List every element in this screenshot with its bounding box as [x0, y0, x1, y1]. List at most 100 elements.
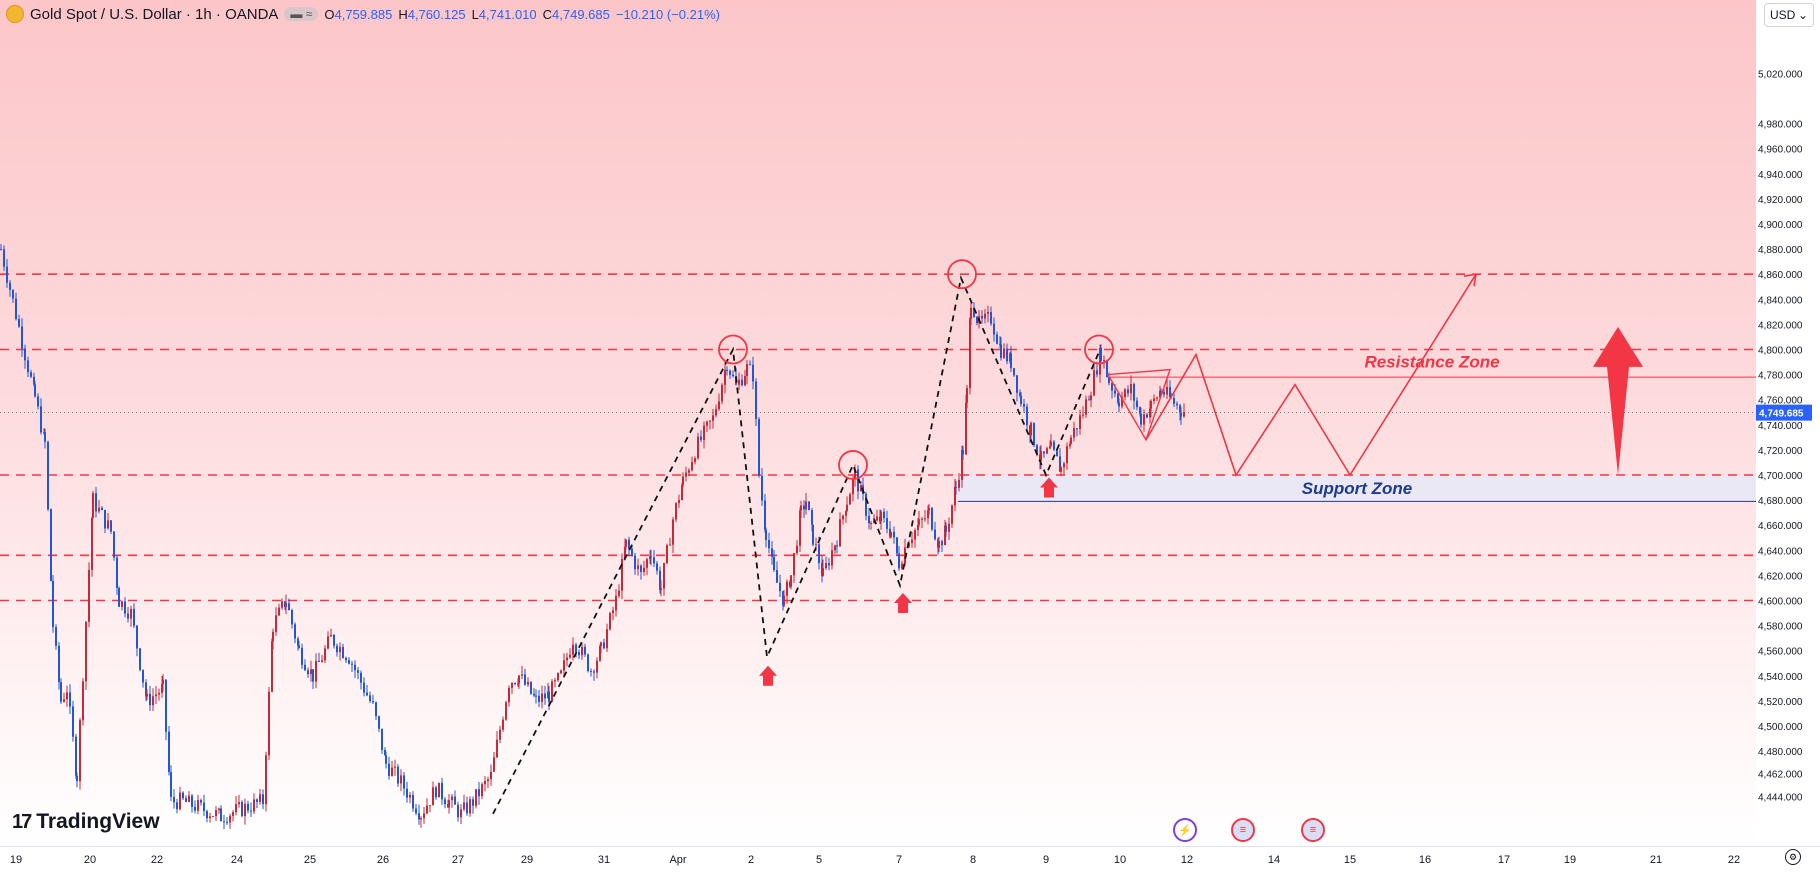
candle-body: [226, 821, 228, 823]
candle-body: [378, 716, 380, 729]
candle-body: [1050, 441, 1052, 447]
time-tick-label: 8: [970, 854, 976, 866]
price-tick-label: 4,840.000: [1758, 295, 1803, 306]
candle-body: [834, 545, 836, 551]
currency-select[interactable]: USD ⌄: [1764, 3, 1814, 27]
ohlc-values: O4,759.885 H4,760.125 L4,741.010 C4,749.…: [324, 6, 720, 22]
candle-body: [1070, 437, 1072, 444]
candle-body: [1063, 463, 1065, 468]
candle-body: [394, 766, 396, 768]
candle-body: [142, 669, 144, 683]
candle-body: [966, 388, 968, 403]
candle-body: [548, 691, 550, 702]
candle-body: [796, 545, 798, 554]
candle-body: [1173, 397, 1175, 404]
candle-body: [724, 369, 726, 385]
chart-area[interactable]: Resistance Zone Support Zone: [0, 0, 1756, 846]
big-up-arrow: [1593, 326, 1643, 475]
candle-body: [118, 587, 120, 607]
price-tick-label: 4,800.000: [1758, 346, 1803, 357]
candle-body: [415, 808, 417, 814]
candle-body: [37, 396, 39, 407]
time-axis[interactable]: 19 20 22 24 25 26 27 29 31 Apr 2 5 7 8 9 10 12 14 15 16 17 19…: [0, 846, 1820, 872]
candle-body: [1093, 370, 1095, 396]
candle-body: [30, 372, 32, 377]
price-tick-label: 4,780.000: [1758, 371, 1803, 382]
candle-body: [681, 485, 683, 501]
tradingview-logo[interactable]: 17 TradingView: [12, 810, 160, 834]
candle-body: [158, 692, 160, 695]
candle-body: [517, 683, 519, 685]
price-tick-label: 4,720.000: [1758, 446, 1803, 457]
price-chart[interactable]: Resistance Zone Support Zone: [0, 0, 1756, 846]
price-tick-label: 4,820.000: [1758, 320, 1803, 331]
candle-body: [333, 634, 335, 646]
candle-body: [612, 610, 614, 614]
candle-body: [544, 693, 546, 699]
symbol-title[interactable]: Gold Spot / U.S. Dollar · 1h · OANDA: [30, 5, 279, 23]
candle-body: [275, 615, 277, 632]
candle-body: [472, 799, 474, 806]
candle-body: [1006, 348, 1008, 362]
price-axis[interactable]: 5,020.000 4,980.000 4,960.000 4,940.000 4,92…: [1756, 0, 1820, 846]
candle-body: [706, 421, 708, 426]
us-flag-icon[interactable]: ≡: [1231, 818, 1255, 842]
candle-body: [191, 795, 193, 807]
price-tick-label: 4,520.000: [1758, 697, 1803, 708]
projection-path: [1145, 273, 1477, 477]
candle-body: [1010, 353, 1012, 369]
candle-body: [304, 664, 306, 671]
candle-body: [805, 501, 807, 510]
candle-body: [511, 683, 513, 688]
candle-body: [1030, 422, 1032, 436]
candle-body: [397, 766, 399, 784]
candle-body: [1085, 399, 1087, 415]
candle-body: [818, 544, 820, 563]
support-zone: [958, 475, 1756, 502]
candle-body: [914, 529, 916, 540]
candle-body: [351, 663, 353, 665]
candle-body: [324, 648, 326, 661]
candle-body: [609, 613, 611, 630]
candle-body: [1117, 393, 1119, 403]
indicator-toggle[interactable]: ▬ ≈: [284, 7, 319, 21]
candle-body: [1146, 414, 1148, 418]
candle-body: [1156, 397, 1158, 399]
candle-body: [852, 478, 854, 495]
candle-body: [886, 518, 888, 529]
candle-body: [101, 507, 103, 510]
candle-body: [883, 511, 885, 519]
candle-body: [746, 364, 748, 376]
candle-body: [12, 289, 14, 299]
candle-body: [278, 607, 280, 616]
candle-body: [1060, 467, 1062, 472]
candle-body: [1020, 395, 1022, 405]
tradingview-mark-icon: 17: [12, 810, 32, 833]
candle-body: [749, 364, 751, 366]
candle-body: [1166, 387, 1168, 395]
candle-body: [291, 610, 293, 625]
up-arrow-0: [759, 665, 777, 686]
time-axis-labels: 19 20 22 24 25 26 27 29 31 Apr 2 5 7 8 9 10 12 14 15 16 17 19…: [10, 854, 1740, 866]
candle-body: [649, 556, 651, 560]
lightning-icon[interactable]: ⚡: [1173, 818, 1197, 842]
settings-icon[interactable]: ⚙: [1785, 849, 1801, 865]
candle-body: [197, 800, 199, 811]
candle-body: [1019, 392, 1021, 396]
time-tick-label: 19: [1564, 854, 1576, 866]
candle-body: [873, 520, 875, 523]
candle-body: [755, 381, 757, 420]
us-flag-icon-2[interactable]: ≡: [1301, 818, 1325, 842]
candle-body: [1073, 428, 1075, 438]
candle-body: [484, 780, 486, 785]
candle-body: [285, 603, 287, 607]
candle-body: [348, 660, 350, 664]
candle-body: [697, 436, 699, 459]
candle-body: [1079, 415, 1081, 429]
candle-body: [822, 568, 824, 576]
candle-body: [958, 479, 960, 488]
candle-body: [603, 642, 605, 649]
candle-body: [726, 369, 728, 371]
candle-body: [876, 516, 878, 521]
price-tick-label: 4,920.000: [1758, 195, 1803, 206]
